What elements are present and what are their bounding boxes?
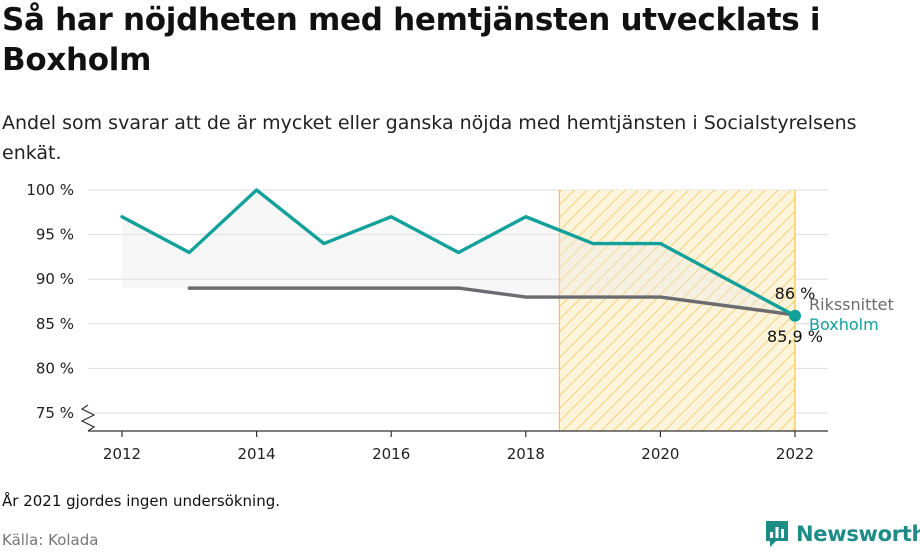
y-tick-label: 95 %: [36, 226, 74, 244]
series-lines: [120, 188, 801, 322]
chart-subtitle: Andel som svarar att de är mycket eller …: [2, 112, 857, 164]
x-tick-label: 2022: [776, 445, 814, 463]
data-label-rikssnittet: 86 %: [775, 284, 816, 303]
x-tick-label: 2014: [238, 445, 276, 463]
y-tick-label: 80 %: [36, 359, 74, 377]
y-axis-break: [80, 404, 96, 432]
y-tick-label: 100 %: [26, 181, 74, 199]
series-line-rikssnittet: [187, 286, 797, 317]
brand-name: Newsworthy: [796, 522, 920, 546]
y-tick-label: 90 %: [36, 270, 74, 288]
x-tick-label: 2016: [372, 445, 410, 463]
x-tick-label: 2012: [103, 445, 141, 463]
brand-logo: Newsworthy: [764, 518, 920, 550]
series-line-boxholm: [120, 188, 797, 318]
footnote: År 2021 gjordes ingen undersökning.: [2, 492, 281, 510]
series-label-rikssnittet: Rikssnittet: [809, 295, 894, 314]
x-tick-label: 2020: [641, 445, 679, 463]
chart-title: Så har nöjdheten med hemtjänsten utveckl…: [2, 2, 821, 78]
end-point-boxholm: [789, 309, 801, 322]
source-note: Källa: Kolada: [2, 531, 99, 549]
newsworthy-logo-icon: [766, 521, 788, 547]
series-label-boxholm: Boxholm: [809, 315, 879, 334]
y-tick-label: 85 %: [36, 315, 74, 333]
y-tick-label: 75 %: [36, 404, 74, 422]
data-label-boxholm: 85,9 %: [767, 327, 823, 346]
x-tick-label: 2018: [507, 445, 545, 463]
axes: 75 % 80 % 85 % 90 % 95 % 100 % 2012 2014 2016 201…: [26, 181, 828, 463]
